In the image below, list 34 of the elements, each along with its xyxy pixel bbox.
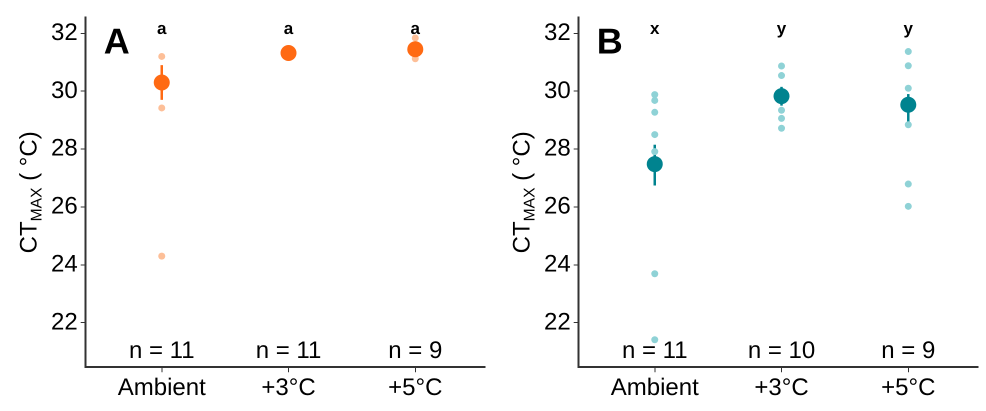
chart-title: A	[104, 20, 130, 62]
y-axis-title: CTMAX ( °C)	[508, 131, 539, 254]
chart-title: B	[596, 20, 623, 62]
annotation: n = 10	[748, 336, 816, 364]
x-tick-label: +3°C	[261, 374, 316, 402]
y-tick-label: 26	[544, 192, 571, 220]
x-tick-label: +5°C	[388, 374, 442, 402]
y-tick-label: 30	[544, 76, 571, 104]
annotation: n = 9	[388, 336, 442, 364]
annotation: n = 11	[128, 336, 195, 364]
annotation: a	[284, 19, 294, 38]
x-tick-label: Ambient	[610, 374, 700, 402]
annotation: n = 9	[881, 336, 936, 364]
annotation: a	[157, 19, 168, 38]
annotation: n = 11	[256, 336, 322, 364]
y-tick-label: 26	[50, 192, 78, 220]
x-tick-label: +5°C	[881, 374, 936, 402]
y-tick-label: 28	[544, 134, 571, 162]
y-tick-label: 32	[544, 18, 571, 46]
y-tick-label: 30	[50, 76, 78, 104]
x-tick-label: Ambient	[118, 374, 206, 402]
y-axis-title: CTMAX ( °C)	[16, 131, 46, 254]
annotation: y	[904, 19, 914, 38]
x-tick-label: +3°C	[754, 374, 809, 402]
y-tick-label: 22	[544, 308, 571, 336]
annotation: n = 11	[622, 336, 688, 364]
y-tick-label: 24	[544, 250, 571, 278]
y-tick-label: 28	[50, 134, 78, 162]
annotation: y	[776, 19, 787, 38]
annotation: x	[650, 19, 660, 38]
y-tick-label: 32	[50, 18, 78, 46]
y-tick-label: 22	[50, 308, 78, 336]
y-tick-label: 24	[50, 250, 78, 278]
annotation: a	[410, 19, 421, 38]
